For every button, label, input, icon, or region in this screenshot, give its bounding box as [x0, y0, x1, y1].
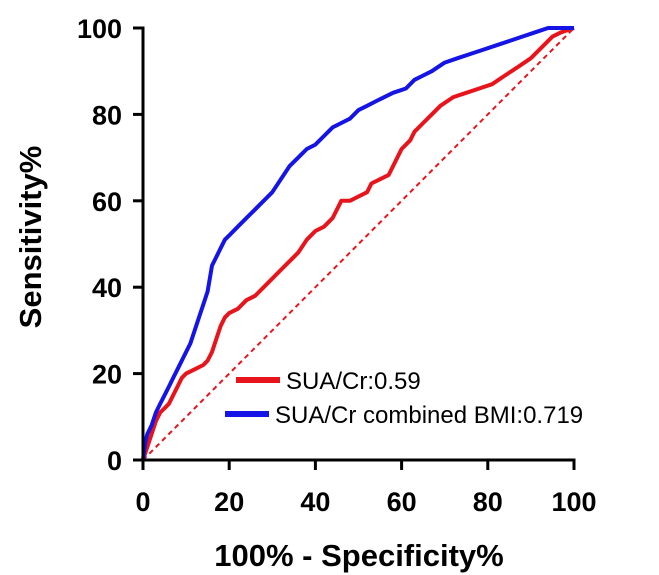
x-tick-label: 20	[214, 487, 244, 517]
y-tick-label: 20	[92, 360, 122, 390]
x-tick-label: 100	[551, 487, 596, 517]
series-line-sua-cr-combined-bmi	[141, 26, 574, 461]
x-tick-label: 0	[135, 487, 150, 517]
y-tick-label: 80	[92, 100, 122, 130]
reference-diagonal-line	[142, 27, 575, 461]
axes	[141, 26, 576, 462]
y-tick-label: 0	[107, 446, 122, 476]
x-axis-title: 100% - Specificity%	[214, 538, 503, 573]
x-tick-label: 80	[473, 487, 503, 517]
series-line-sua-cr	[141, 26, 575, 461]
y-axis-ticks: 0 20 40 60 80 100	[77, 14, 143, 476]
y-tick-label: 60	[92, 187, 122, 217]
legend-separator: :	[367, 368, 374, 395]
legend-series-name: SUA/Cr combined BMI	[275, 402, 516, 429]
legend-separator: :	[516, 402, 523, 429]
legend-auc-value: 0.719	[523, 402, 583, 429]
legend-label: SUA/Cr combined BMI:0.719	[275, 402, 583, 429]
x-tick-label: 60	[387, 487, 417, 517]
legend-auc-value: 0.59	[374, 368, 421, 395]
x-tick-label: 40	[300, 487, 330, 517]
plot-area	[141, 26, 575, 461]
legend-series-name: SUA/Cr	[286, 368, 367, 395]
y-tick-label: 40	[92, 273, 122, 303]
x-axis-ticks: 0 20 40 60 80 100	[135, 460, 597, 517]
y-tick-label: 100	[77, 14, 122, 44]
legend-label: SUA/Cr:0.59	[286, 368, 421, 395]
y-axis-title: Sensitivity%	[13, 146, 48, 329]
